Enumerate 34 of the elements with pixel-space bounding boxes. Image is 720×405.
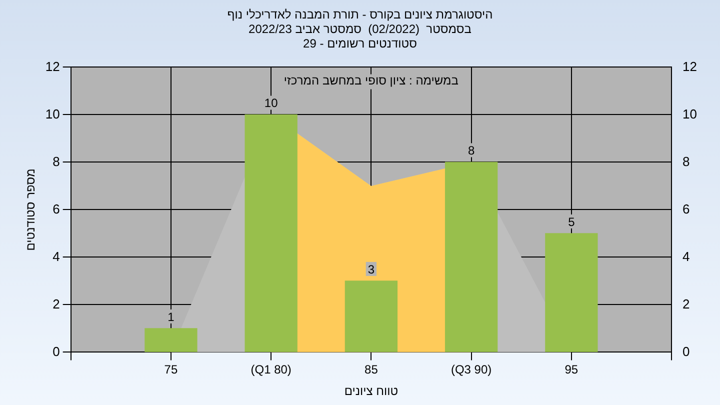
y-tick-label: 0: [52, 344, 60, 359]
y-tick-label: 2: [52, 296, 60, 312]
data-label: 1: [168, 310, 175, 324]
y2-tick-label: 4: [682, 248, 690, 264]
data-label: 5: [568, 214, 576, 229]
data-label: 8: [468, 144, 475, 158]
x-tick-label: (Q3 90): [450, 362, 492, 377]
x-axis-title: טווח ציונים: [344, 384, 398, 398]
annotation: במשימה : ציון סופי במחשב המרכזי: [284, 74, 458, 88]
data-label: 3: [368, 262, 375, 276]
y2-tick-label: 8: [682, 154, 690, 169]
data-label: 10: [264, 96, 278, 110]
chart-title: היסטוגרמת ציונים בקורס - תורת המבנה לאדריכלי נוף: [227, 8, 493, 22]
y2-tick-label: 2: [682, 296, 690, 312]
bar: [444, 162, 498, 352]
bar: [244, 114, 298, 352]
y2-tick-label: 0: [682, 344, 690, 359]
bar: [344, 280, 398, 352]
y-tick-label: 8: [52, 154, 60, 169]
y-tick-label: 4: [52, 248, 60, 264]
y2-tick-label: 12: [682, 58, 698, 74]
y2-tick-label: 10: [682, 106, 698, 122]
y-tick-label: 10: [45, 106, 60, 122]
y-axis-title: מספר סטודנטים: [24, 168, 38, 251]
x-tick-label: (Q1 80): [250, 362, 292, 377]
y-tick-label: 12: [45, 58, 60, 74]
y2-tick-label: 6: [682, 201, 690, 216]
x-tick-label: 75: [164, 362, 178, 377]
x-tick-label: 95: [564, 362, 578, 377]
chart-subtitle: בסמסטר (02/2022) סמסטר אביב 2022/23 סטודנטים רשומים - 29: [248, 22, 472, 50]
bar: [545, 233, 598, 352]
bar: [144, 328, 198, 352]
y-tick-label: 6: [52, 201, 60, 216]
x-tick-label: 85: [364, 362, 378, 377]
